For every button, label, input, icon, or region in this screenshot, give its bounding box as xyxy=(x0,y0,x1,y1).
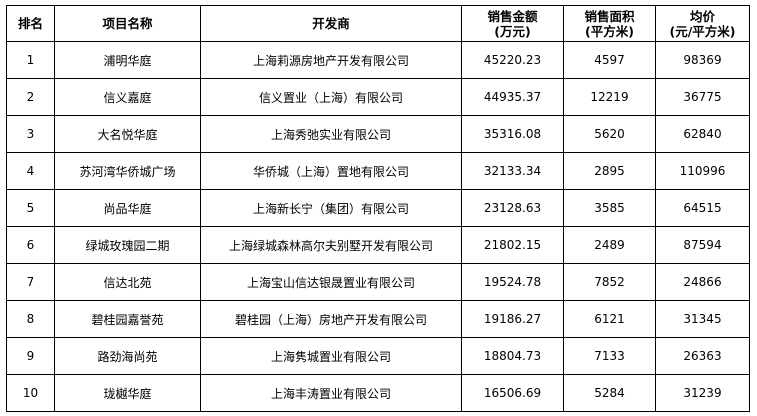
cell-amount: 45220.23 xyxy=(461,41,564,79)
table-row: 8 碧桂园嘉誉苑 碧桂园（上海）房地产开发有限公司 19186.27 6121 31345 xyxy=(6,300,750,338)
cell-project: 绿城玫瑰园二期 xyxy=(54,226,201,264)
header-amount-unit: (万元) xyxy=(494,23,531,39)
cell-developer: 上海新长宁（集团）有限公司 xyxy=(200,189,462,227)
cell-rank: 6 xyxy=(6,226,55,264)
cell-developer: 上海莉源房地产开发有限公司 xyxy=(200,41,462,79)
cell-price: 64515 xyxy=(655,189,750,227)
cell-amount: 23128.63 xyxy=(461,189,564,227)
table-row: 5 尚品华庭 上海新长宁（集团）有限公司 23128.63 3585 64515 xyxy=(6,189,750,227)
table-row: 7 信达北苑 上海宝山信达银晟置业有限公司 19524.78 7852 24866 xyxy=(6,263,750,301)
cell-rank: 3 xyxy=(6,115,55,153)
header-price: 均价 (元/平方米) xyxy=(655,5,750,42)
cell-project: 路劲海尚苑 xyxy=(54,337,201,375)
cell-area: 7852 xyxy=(563,263,656,301)
table-row: 2 信义嘉庭 信义置业（上海）有限公司 44935.37 12219 36775 xyxy=(6,78,750,116)
cell-rank: 1 xyxy=(6,41,55,79)
cell-price: 26363 xyxy=(655,337,750,375)
cell-developer: 上海丰涛置业有限公司 xyxy=(200,374,462,412)
cell-area: 5620 xyxy=(563,115,656,153)
cell-developer: 华侨城（上海）置地有限公司 xyxy=(200,152,462,190)
header-area-unit: (平方米) xyxy=(585,23,634,39)
header-rank: 排名 xyxy=(6,5,55,42)
cell-rank: 4 xyxy=(6,152,55,190)
table-row: 10 珑樾华庭 上海丰涛置业有限公司 16506.69 5284 31239 xyxy=(6,374,750,412)
table-row: 4 苏河湾华侨城广场 华侨城（上海）置地有限公司 32133.34 2895 110996 xyxy=(6,152,750,190)
cell-price: 110996 xyxy=(655,152,750,190)
cell-amount: 35316.08 xyxy=(461,115,564,153)
cell-project: 珑樾华庭 xyxy=(54,374,201,412)
cell-project: 信达北苑 xyxy=(54,263,201,301)
table-row: 6 绿城玫瑰园二期 上海绿城森林高尔夫别墅开发有限公司 21802.15 2489 875… xyxy=(6,226,750,264)
cell-price: 87594 xyxy=(655,226,750,264)
cell-rank: 5 xyxy=(6,189,55,227)
header-area: 销售面积 (平方米) xyxy=(563,5,656,42)
header-project: 项目名称 xyxy=(54,5,201,42)
cell-area: 2489 xyxy=(563,226,656,264)
cell-price: 31345 xyxy=(655,300,750,338)
cell-area: 2895 xyxy=(563,152,656,190)
table-row: 1 浦明华庭 上海莉源房地产开发有限公司 45220.23 4597 98369 xyxy=(6,41,750,79)
cell-developer: 上海绿城森林高尔夫别墅开发有限公司 xyxy=(200,226,462,264)
header-developer: 开发商 xyxy=(200,5,462,42)
header-area-label: 销售面积 xyxy=(584,8,635,24)
header-amount-label: 销售金额 xyxy=(487,8,538,24)
header-price-label: 均价 xyxy=(689,8,715,24)
cell-project: 苏河湾华侨城广场 xyxy=(54,152,201,190)
cell-developer: 上海宝山信达银晟置业有限公司 xyxy=(200,263,462,301)
table-row: 3 大名悦华庭 上海秀弛实业有限公司 35316.08 5620 62840 xyxy=(6,115,750,153)
cell-amount: 19524.78 xyxy=(461,263,564,301)
cell-project: 浦明华庭 xyxy=(54,41,201,79)
cell-amount: 21802.15 xyxy=(461,226,564,264)
table-row: 9 路劲海尚苑 上海隽城置业有限公司 18804.73 7133 26363 xyxy=(6,337,750,375)
cell-rank: 8 xyxy=(6,300,55,338)
cell-area: 12219 xyxy=(563,78,656,116)
cell-rank: 7 xyxy=(6,263,55,301)
cell-project: 大名悦华庭 xyxy=(54,115,201,153)
cell-area: 3585 xyxy=(563,189,656,227)
cell-area: 4597 xyxy=(563,41,656,79)
cell-developer: 上海隽城置业有限公司 xyxy=(200,337,462,375)
cell-developer: 上海秀弛实业有限公司 xyxy=(200,115,462,153)
cell-price: 31239 xyxy=(655,374,750,412)
cell-area: 7133 xyxy=(563,337,656,375)
cell-price: 36775 xyxy=(655,78,750,116)
cell-project: 尚品华庭 xyxy=(54,189,201,227)
cell-project: 信义嘉庭 xyxy=(54,78,201,116)
header-amount: 销售金额 (万元) xyxy=(461,5,564,42)
header-price-unit: (元/平方米) xyxy=(669,23,736,39)
cell-amount: 32133.34 xyxy=(461,152,564,190)
sales-ranking-table: 排名 项目名称 开发商 销售金额 (万元) 销售面积 (平方米) 均价 (元/平方米)… xyxy=(6,5,750,412)
cell-price: 98369 xyxy=(655,41,750,79)
cell-rank: 2 xyxy=(6,78,55,116)
cell-price: 24866 xyxy=(655,263,750,301)
cell-area: 5284 xyxy=(563,374,656,412)
cell-area: 6121 xyxy=(563,300,656,338)
cell-rank: 9 xyxy=(6,337,55,375)
cell-amount: 18804.73 xyxy=(461,337,564,375)
header-row: 排名 项目名称 开发商 销售金额 (万元) 销售面积 (平方米) 均价 (元/平方米) xyxy=(6,5,750,42)
cell-price: 62840 xyxy=(655,115,750,153)
cell-amount: 19186.27 xyxy=(461,300,564,338)
cell-developer: 碧桂园（上海）房地产开发有限公司 xyxy=(200,300,462,338)
cell-rank: 10 xyxy=(6,374,55,412)
cell-amount: 16506.69 xyxy=(461,374,564,412)
cell-developer: 信义置业（上海）有限公司 xyxy=(200,78,462,116)
cell-amount: 44935.37 xyxy=(461,78,564,116)
cell-project: 碧桂园嘉誉苑 xyxy=(54,300,201,338)
